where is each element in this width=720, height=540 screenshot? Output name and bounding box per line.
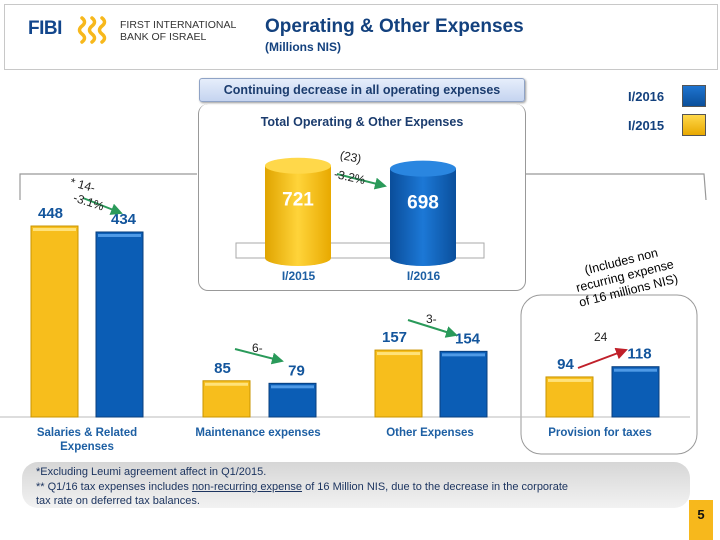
bar-I/2015-1 [202,380,251,418]
cylinder-base-I/2015 [265,250,331,266]
category-salaries: Salaries & Related Expenses [36,427,138,453]
cylinder-top-I/2016 [390,160,456,177]
bar-I/2015-3 [545,376,594,418]
legend-label-2016: I/2016 [628,89,665,104]
bar-I/2016-0 [95,231,144,418]
maintenance-change: 6- [252,341,263,355]
salaries-frame [19,173,197,200]
bar-highlight-1-1 [271,385,314,389]
x-label-2015: I/2015 [281,269,316,283]
bar-value-I/2016-2: 154 [455,330,481,347]
cylinder-I/2015 [265,165,331,258]
bar-I/2015-2 [374,349,423,418]
legend-swatch-2016 [682,85,706,107]
footnote: *Excluding Leumi agreement affect in Q1/… [22,462,690,508]
bar-I/2015-0 [30,225,79,418]
cylinder-value-I/2016: 698 [407,193,439,214]
change-arrow-1 [234,348,284,365]
bar-value-I/2015-2: 157 [382,329,407,346]
logo: FIBI [28,18,62,39]
bar-highlight-0-0 [33,228,76,232]
bar-value-I/2015-0: 448 [38,205,63,222]
bar-highlight-2-1 [442,353,485,357]
total-chart-box [198,104,526,291]
bar-highlight-3-0 [548,378,591,382]
footnote-line3: tax rate on deferred tax balances. [36,495,200,507]
bank-name: FIRST INTERNATIONAL BANK OF ISRAEL [120,19,240,43]
page-subtitle: (Millions NIS) [265,40,341,54]
category-taxes: Provision for taxes [548,427,652,439]
bar-highlight-1-0 [205,382,248,386]
cylinder-base-I/2016 [390,250,456,266]
footnote-line1: *Excluding Leumi agreement affect in Q1/… [36,466,267,478]
change-arrow-3 [577,347,628,369]
category-maintenance: Maintenance expenses [195,427,321,439]
change-arrow-0 [82,197,123,215]
change-arrow-2 [407,319,458,338]
page-title: Operating & Other Expenses [265,16,524,37]
cylinder-top-I/2015 [265,157,331,174]
footnote-line2-post: of 16 Million NIS, due to the decrease i… [302,480,569,493]
headline-banner: Continuing decrease in all operating exp… [199,78,525,102]
bar-I/2016-1 [268,382,317,418]
total-chart-title: Total Operating & Other Expenses [260,115,464,129]
legend-swatch-2015 [682,114,706,136]
bar-value-I/2016-3: 118 [627,346,651,363]
bar-I/2016-3 [611,366,660,418]
right-frame [526,173,707,201]
tax-highlight-frame [520,294,698,455]
x-label-2016: I/2016 [406,269,441,283]
category-other: Other Expenses [386,427,474,439]
bar-value-I/2016-0: 434 [111,211,137,228]
other-change: 3- [426,312,437,326]
tax-change: 24 [594,330,608,344]
bar-highlight-3-1 [614,368,657,372]
bank-name-line1: FIRST INTERNATIONAL [120,19,237,31]
cylinder-value-I/2015: 721 [282,190,314,211]
bar-I/2016-2 [439,350,488,418]
header [4,4,718,70]
bar-value-I/2015-1: 85 [214,360,231,377]
footnote-line2: ** Q1/16 tax expenses includes non-recur… [36,480,676,495]
footnote-link: non-recurring expense [191,480,303,493]
bar-value-I/2015-3: 94 [557,356,574,373]
cylinder-I/2016 [390,168,456,258]
bar-value-I/2016-1: 79 [288,362,305,379]
total-decrease-arrow [336,173,387,190]
bank-name-line2: BANK OF ISRAEL [120,31,207,43]
footnote-line2-pre: ** Q1/16 tax expenses includes [36,480,192,493]
bar-highlight-0-1 [98,233,141,237]
bar-highlight-2-0 [377,352,420,356]
page-number: 5 [689,500,713,540]
logo-mark-icon [77,16,107,44]
legend-label-2015: I/2015 [628,118,665,133]
